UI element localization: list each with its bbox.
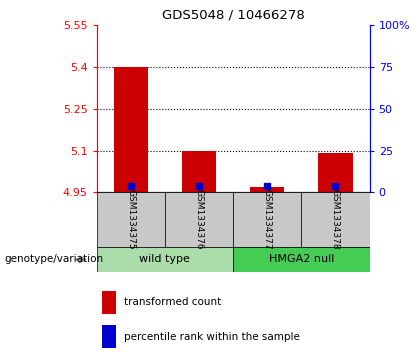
Text: wild type: wild type <box>139 254 190 265</box>
Bar <box>102 291 116 314</box>
Bar <box>233 247 370 272</box>
Bar <box>233 192 302 247</box>
Bar <box>250 187 284 192</box>
Bar <box>318 154 352 192</box>
Bar <box>182 151 216 192</box>
Text: GSM1334375: GSM1334375 <box>126 189 135 250</box>
Text: GSM1334376: GSM1334376 <box>194 189 203 250</box>
Text: GSM1334378: GSM1334378 <box>331 189 340 250</box>
Bar <box>102 325 116 348</box>
Bar <box>97 192 165 247</box>
Bar <box>97 247 233 272</box>
Text: transformed count: transformed count <box>124 297 221 307</box>
Title: GDS5048 / 10466278: GDS5048 / 10466278 <box>162 8 304 21</box>
Text: genotype/variation: genotype/variation <box>4 254 103 265</box>
Text: HMGA2 null: HMGA2 null <box>269 254 334 265</box>
Bar <box>114 67 148 192</box>
Text: GSM1334377: GSM1334377 <box>263 189 272 250</box>
Bar <box>302 192 370 247</box>
Bar <box>165 192 233 247</box>
Text: percentile rank within the sample: percentile rank within the sample <box>124 332 300 342</box>
